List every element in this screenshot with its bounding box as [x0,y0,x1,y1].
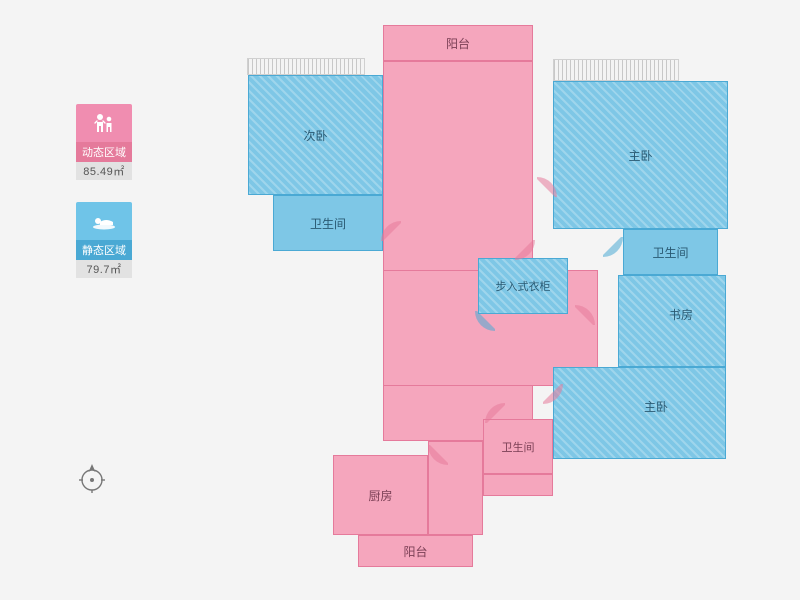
door-arc [515,240,535,260]
room-balcony-bot: 阳台 [358,535,473,567]
door-arc [428,445,448,465]
room-label: 主卧 [628,147,652,164]
legend-dynamic: 动态区域 85.49㎡ [76,104,132,180]
room-label: 卫生间 [502,439,535,455]
door-arc [603,237,623,257]
legend: 动态区域 85.49㎡ 静态区域 79.7㎡ [76,104,136,300]
room-label: 次卧 [303,127,327,144]
door-arc [381,221,401,241]
room-master-bed-2: 主卧 [553,367,726,459]
legend-static-icon [76,202,132,240]
room-label: 阳台 [446,35,470,52]
door-arc [475,311,495,331]
room-label: 卫生间 [652,244,688,261]
balcony-rail [247,58,365,75]
legend-dynamic-label: 动态区域 [76,142,132,162]
room-balcony-top: 阳台 [383,25,533,61]
door-arc [575,305,595,325]
legend-static-label: 静态区域 [76,240,132,260]
legend-static-value: 79.7㎡ [76,260,132,278]
balcony-rail [553,59,679,81]
room-label: 步入式衣柜 [496,278,551,294]
room-bath-mid: 卫生间 [483,419,553,474]
floor-plan: 阳台客餐厅次卧卫生间主卧卫生间步入式衣柜书房主卧卫生间厨房阳台 [233,25,728,580]
room-master-bed: 主卧 [553,81,728,229]
room-label: 厨房 [368,487,392,504]
legend-dynamic-value: 85.49㎡ [76,162,132,180]
legend-static: 静态区域 79.7㎡ [76,202,132,278]
room-label: 阳台 [403,543,427,560]
living-fill [483,474,553,496]
door-arc [543,384,563,404]
people-icon [92,112,116,134]
room-label: 主卧 [644,398,668,415]
room-bath-left: 卫生间 [273,195,383,251]
sleep-icon [91,212,117,230]
door-arc [485,403,505,423]
compass-icon [75,460,109,494]
legend-dynamic-icon [76,104,132,142]
room-closet: 步入式衣柜 [478,258,568,314]
room-master-bath: 卫生间 [623,229,718,275]
door-arc [537,177,557,197]
room-study: 书房 [618,275,726,367]
room-kitchen: 厨房 [333,455,428,535]
room-label: 卫生间 [310,215,346,232]
room-second-bed: 次卧 [248,75,383,195]
room-label: 书房 [669,306,693,323]
